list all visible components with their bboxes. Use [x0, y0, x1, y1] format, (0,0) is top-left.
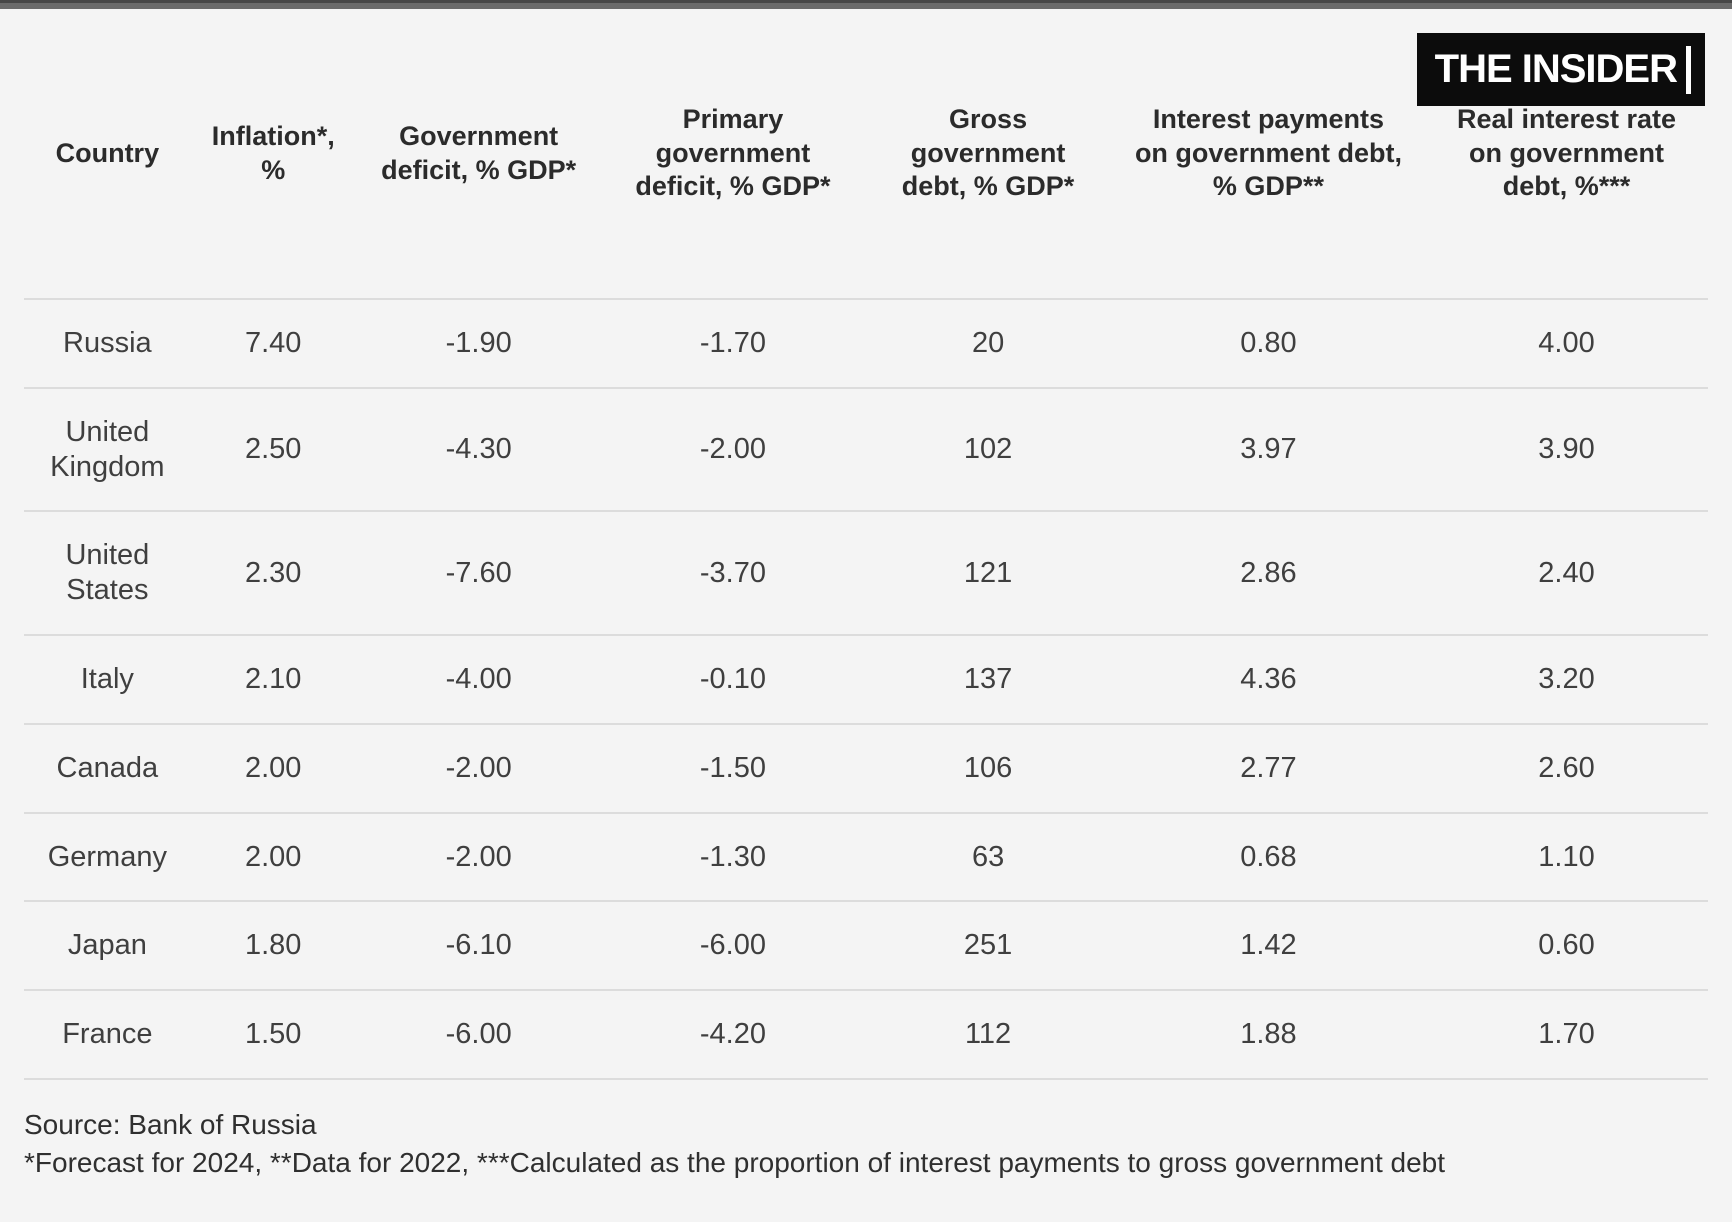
- cell-gross_debt: 251: [864, 901, 1112, 992]
- cell-inflation: 2.30: [190, 511, 356, 636]
- column-header-country: Country: [24, 9, 191, 300]
- cell-real_rate: 4.00: [1425, 299, 1708, 389]
- cell-inflation: 2.00: [190, 723, 356, 814]
- cell-real_rate: 2.60: [1425, 723, 1708, 814]
- cell-gross_debt: 112: [864, 990, 1112, 1080]
- cell-inflation: 2.50: [190, 387, 356, 513]
- cell-country: Italy: [24, 634, 191, 725]
- cell-interest_payments: 0.80: [1111, 299, 1426, 389]
- column-header-inflation: Inflation*,%: [190, 9, 356, 300]
- cell-interest_payments: 1.88: [1111, 990, 1426, 1080]
- table-row-united-kingdom: United Kingdom 2.50 -4.30 -2.00 102 3.97 3.90: [24, 387, 1708, 513]
- cell-country: Germany: [24, 812, 191, 903]
- cell-real_rate: 1.70: [1425, 990, 1708, 1080]
- column-header-gov_deficit: Government deficit, % GDP*: [355, 9, 602, 300]
- footnotes: *Forecast for 2024, **Data for 2022, ***…: [24, 1146, 1446, 1178]
- cell-country: United States: [24, 511, 191, 636]
- cell-interest_payments: 2.86: [1111, 511, 1426, 636]
- cell-real_rate: 2.40: [1425, 511, 1708, 636]
- footer: Source: Bank of Russia *Forecast for 202…: [24, 1106, 1708, 1182]
- cell-primary_deficit: -1.50: [601, 723, 865, 814]
- cell-gross_debt: 137: [864, 634, 1112, 725]
- table-row-france: France 1.50 -6.00 -4.20 112 1.88 1.70: [24, 990, 1708, 1080]
- cell-interest_payments: 4.36: [1111, 634, 1426, 725]
- cell-gov_deficit: -7.60: [355, 511, 602, 636]
- cell-country: Japan: [24, 901, 191, 992]
- cell-real_rate: 0.60: [1425, 901, 1708, 992]
- cell-gov_deficit: -4.30: [355, 387, 602, 513]
- cell-inflation: 2.10: [190, 634, 356, 725]
- column-header-interest_payments: Interest payments on government debt,% GD…: [1111, 9, 1426, 300]
- logo-cursor-icon: [1686, 45, 1691, 94]
- cell-gross_debt: 106: [864, 723, 1112, 814]
- cell-primary_deficit: -1.30: [601, 812, 865, 903]
- cell-country: Canada: [24, 723, 191, 814]
- cell-inflation: 1.80: [190, 901, 356, 992]
- cell-gross_debt: 63: [864, 812, 1112, 903]
- cell-gov_deficit: -2.00: [355, 812, 602, 903]
- cell-inflation: 7.40: [190, 299, 356, 389]
- cell-inflation: 2.00: [190, 812, 356, 903]
- top-bar: [0, 0, 1732, 9]
- cell-interest_payments: 2.77: [1111, 723, 1426, 814]
- table-body: Russia 7.40 -1.90 -1.70 20 0.80 4.00 United Kin…: [24, 299, 1708, 1080]
- table-row-italy: Italy 2.10 -4.00 -0.10 137 4.36 3.20: [24, 634, 1708, 725]
- cell-inflation: 1.50: [190, 990, 356, 1080]
- header-row: Country Inflation*,% Government deficit, % …: [24, 9, 1708, 300]
- table-row-russia: Russia 7.40 -1.90 -1.70 20 0.80 4.00: [24, 299, 1708, 389]
- cell-primary_deficit: -3.70: [601, 511, 865, 636]
- cell-interest_payments: 0.68: [1111, 812, 1426, 903]
- cell-gov_deficit: -6.00: [355, 990, 602, 1080]
- table-row-germany: Germany 2.00 -2.00 -1.30 63 0.68 1.10: [24, 812, 1708, 903]
- cell-primary_deficit: -6.00: [601, 901, 865, 992]
- table-row-united-states: United States 2.30 -7.60 -3.70 121 2.86 2.40: [24, 511, 1708, 636]
- source-note: Source: Bank of Russia: [24, 1108, 317, 1140]
- cell-gov_deficit: -1.90: [355, 299, 602, 389]
- data-table: Country Inflation*,% Government deficit, % …: [24, 9, 1708, 1080]
- table-container: Country Inflation*,% Government deficit, % …: [24, 9, 1708, 1080]
- cell-primary_deficit: -2.00: [601, 387, 865, 513]
- cell-gov_deficit: -2.00: [355, 723, 602, 814]
- table-row-japan: Japan 1.80 -6.10 -6.00 251 1.42 0.60: [24, 901, 1708, 992]
- cell-country: Russia: [24, 299, 191, 389]
- cell-real_rate: 3.20: [1425, 634, 1708, 725]
- cell-primary_deficit: -4.20: [601, 990, 865, 1080]
- table-row-canada: Canada 2.00 -2.00 -1.50 106 2.77 2.60: [24, 723, 1708, 814]
- cell-gross_debt: 121: [864, 511, 1112, 636]
- cell-country: France: [24, 990, 191, 1080]
- cell-real_rate: 3.90: [1425, 387, 1708, 513]
- the-insider-logo: THE INSIDER: [1416, 33, 1705, 106]
- cell-interest_payments: 1.42: [1111, 901, 1426, 992]
- cell-gross_debt: 102: [864, 387, 1112, 513]
- cell-primary_deficit: -1.70: [601, 299, 865, 389]
- column-header-primary_deficit: Primary government deficit, % GDP*: [601, 9, 865, 300]
- cell-country: United Kingdom: [24, 387, 191, 513]
- cell-interest_payments: 3.97: [1111, 387, 1426, 513]
- table-header: Country Inflation*,% Government deficit, % …: [24, 9, 1708, 300]
- column-header-gross_debt: Gross government debt, % GDP*: [864, 9, 1112, 300]
- cell-real_rate: 1.10: [1425, 812, 1708, 903]
- logo-text: THE INSIDER: [1434, 47, 1678, 91]
- cell-gross_debt: 20: [864, 299, 1112, 389]
- cell-gov_deficit: -6.10: [355, 901, 602, 992]
- cell-gov_deficit: -4.00: [355, 634, 602, 725]
- cell-primary_deficit: -0.10: [601, 634, 865, 725]
